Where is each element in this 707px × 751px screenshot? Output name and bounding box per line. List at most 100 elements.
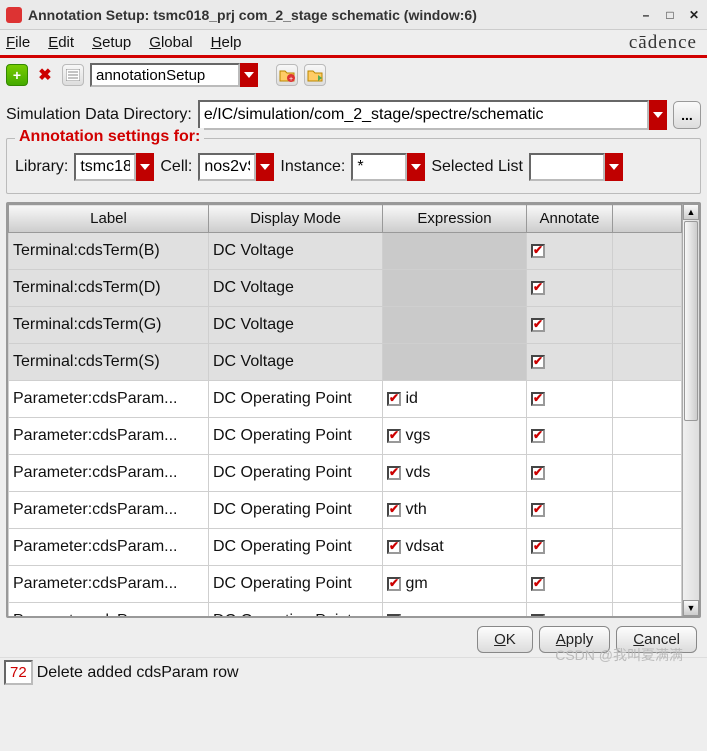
cell-annotate[interactable] [527, 381, 613, 418]
cell-label[interactable]: Parameter:cdsParam... [9, 566, 209, 603]
ok-button[interactable]: OK [477, 626, 533, 653]
cell-mode[interactable]: DC Voltage [209, 307, 383, 344]
cell-mode[interactable]: DC Operating Point [209, 566, 383, 603]
annotate-checkbox[interactable] [531, 429, 545, 443]
table-row[interactable]: Parameter:cdsParam...DC Operating Point … [9, 529, 682, 566]
menu-file[interactable]: File [6, 34, 30, 51]
cell-annotate[interactable] [527, 270, 613, 307]
library-dropdown[interactable] [136, 153, 154, 181]
cell-expression[interactable]: id [383, 381, 527, 418]
cell-label[interactable]: Terminal:cdsTerm(B) [9, 233, 209, 270]
cell-label[interactable]: Parameter:cdsParam... [9, 603, 209, 617]
expression-checkbox[interactable] [387, 503, 401, 517]
library-input[interactable] [74, 153, 136, 181]
col-header-mode[interactable]: Display Mode [209, 205, 383, 233]
annotate-checkbox[interactable] [531, 577, 545, 591]
cell-mode[interactable]: DC Operating Point [209, 455, 383, 492]
cell-dropdown[interactable] [256, 153, 274, 181]
cell-input[interactable] [198, 153, 256, 181]
expression-checkbox[interactable] [387, 577, 401, 591]
cell-annotate[interactable] [527, 603, 613, 617]
delete-button[interactable]: ✖ [34, 64, 56, 86]
toolbar-combo-input[interactable] [90, 63, 240, 87]
close-button[interactable]: ✕ [687, 8, 701, 22]
expression-checkbox[interactable] [387, 429, 401, 443]
menu-setup[interactable]: Setup [92, 34, 131, 51]
cell-label[interactable]: Parameter:cdsParam... [9, 381, 209, 418]
cell-expression[interactable] [383, 307, 527, 344]
cell-label[interactable]: Parameter:cdsParam... [9, 492, 209, 529]
col-header-annotate[interactable]: Annotate [527, 205, 613, 233]
table-row[interactable]: Parameter:cdsParam...DC Operating Point … [9, 455, 682, 492]
cell-expression[interactable] [383, 603, 527, 617]
cell-expression[interactable] [383, 270, 527, 307]
expression-checkbox[interactable] [387, 614, 401, 616]
folder-add-icon[interactable]: + [276, 64, 298, 86]
cell-mode[interactable]: DC Operating Point [209, 603, 383, 617]
vertical-scrollbar[interactable]: ▲ ▼ [682, 204, 699, 616]
table-row[interactable]: Terminal:cdsTerm(S)DC Voltage [9, 344, 682, 381]
scroll-up-button[interactable]: ▲ [683, 204, 699, 220]
instance-input[interactable] [351, 153, 407, 181]
annotate-checkbox[interactable] [531, 503, 545, 517]
selected-list-input[interactable] [529, 153, 605, 181]
cell-annotate[interactable] [527, 418, 613, 455]
cell-label[interactable]: Parameter:cdsParam... [9, 529, 209, 566]
annotate-checkbox[interactable] [531, 281, 545, 295]
apply-button[interactable]: Apply [539, 626, 611, 653]
cell-annotate[interactable] [527, 492, 613, 529]
cell-mode[interactable]: DC Operating Point [209, 492, 383, 529]
annotate-checkbox[interactable] [531, 355, 545, 369]
cell-annotate[interactable] [527, 307, 613, 344]
annotation-table[interactable]: Label Display Mode Expression Annotate T… [8, 204, 682, 616]
cell-annotate[interactable] [527, 529, 613, 566]
cell-expression[interactable] [383, 233, 527, 270]
simdir-dropdown[interactable] [649, 100, 667, 130]
simdir-combo[interactable] [198, 100, 667, 130]
table-row[interactable]: Parameter:cdsParam...DC Operating Point … [9, 492, 682, 529]
minimize-button[interactable]: – [639, 8, 653, 22]
table-row[interactable]: Parameter:cdsParam...DC Operating Point … [9, 418, 682, 455]
expression-checkbox[interactable] [387, 392, 401, 406]
library-combo[interactable] [74, 153, 154, 181]
toolbar-combo-dropdown[interactable] [240, 63, 258, 87]
cell-label[interactable]: Parameter:cdsParam... [9, 455, 209, 492]
table-row[interactable]: Parameter:cdsParam...DC Operating Point … [9, 381, 682, 418]
simdir-browse-button[interactable]: ... [673, 101, 701, 129]
cell-label[interactable]: Terminal:cdsTerm(D) [9, 270, 209, 307]
cell-annotate[interactable] [527, 566, 613, 603]
annotate-checkbox[interactable] [531, 318, 545, 332]
cell-expression[interactable] [383, 344, 527, 381]
cell-label[interactable]: Parameter:cdsParam... [9, 418, 209, 455]
instance-combo[interactable] [351, 153, 425, 181]
cell-mode[interactable]: DC Voltage [209, 270, 383, 307]
scroll-down-button[interactable]: ▼ [683, 600, 699, 616]
cell-annotate[interactable] [527, 344, 613, 381]
table-row[interactable]: Terminal:cdsTerm(B)DC Voltage [9, 233, 682, 270]
selected-list-combo[interactable] [529, 153, 623, 181]
expression-checkbox[interactable] [387, 540, 401, 554]
col-header-label[interactable]: Label [9, 205, 209, 233]
table-row[interactable]: Terminal:cdsTerm(G)DC Voltage [9, 307, 682, 344]
cell-mode[interactable]: DC Operating Point [209, 381, 383, 418]
annotate-checkbox[interactable] [531, 614, 545, 616]
cell-label[interactable]: Terminal:cdsTerm(G) [9, 307, 209, 344]
menu-edit[interactable]: Edit [48, 34, 74, 51]
annotate-checkbox[interactable] [531, 392, 545, 406]
menu-help[interactable]: Help [211, 34, 242, 51]
menu-global[interactable]: Global [149, 34, 192, 51]
cancel-button[interactable]: Cancel [616, 626, 697, 653]
add-button[interactable]: + [6, 64, 28, 86]
cell-expression[interactable]: vth [383, 492, 527, 529]
folder-import-icon[interactable] [304, 64, 326, 86]
cell-mode[interactable]: DC Voltage [209, 233, 383, 270]
annotate-checkbox[interactable] [531, 244, 545, 258]
cell-mode[interactable]: DC Voltage [209, 344, 383, 381]
cell-annotate[interactable] [527, 455, 613, 492]
cell-mode[interactable]: DC Operating Point [209, 418, 383, 455]
cell-expression[interactable]: vgs [383, 418, 527, 455]
toolbar-combo[interactable] [90, 63, 258, 87]
maximize-button[interactable]: □ [663, 8, 677, 22]
annotate-checkbox[interactable] [531, 540, 545, 554]
scrollbar-thumb[interactable] [684, 221, 698, 421]
